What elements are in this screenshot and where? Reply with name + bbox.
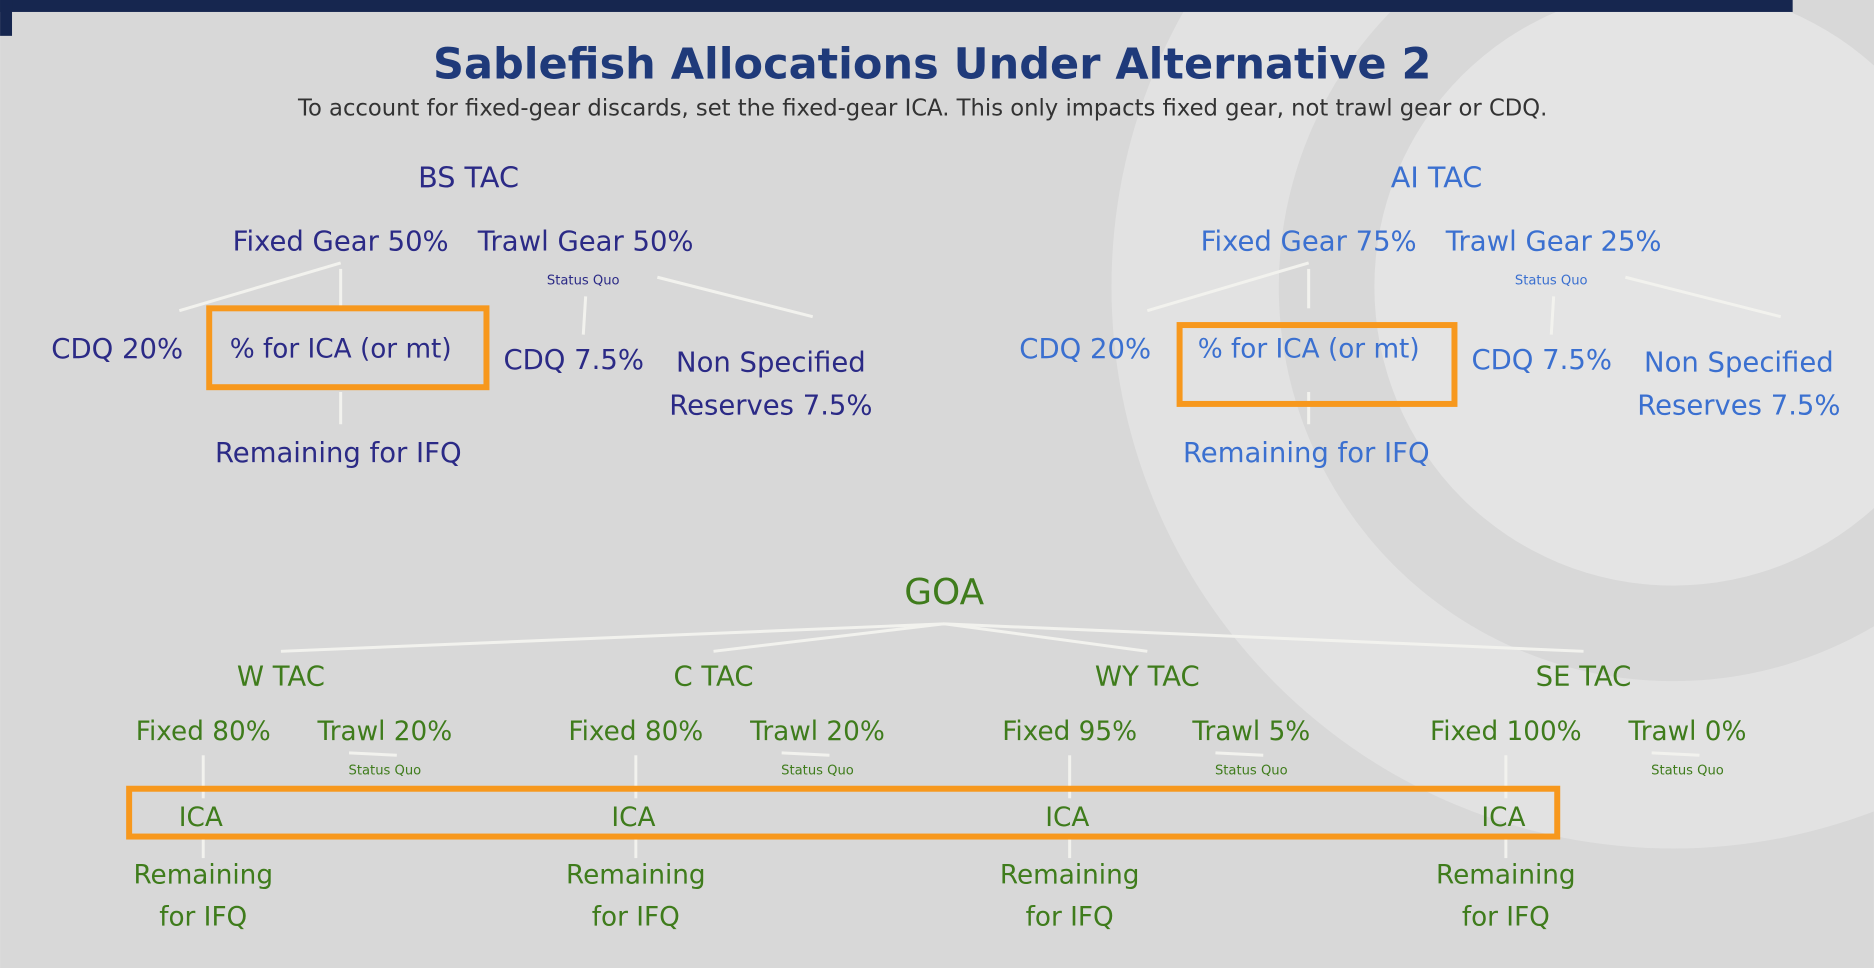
highlight-box bbox=[126, 785, 1561, 840]
remaining-ifq: for IFQ bbox=[1026, 902, 1114, 932]
ica-label: ICA bbox=[1481, 803, 1525, 833]
highlight-box bbox=[1176, 322, 1458, 407]
status-quo: Status Quo bbox=[781, 763, 854, 778]
ica-label: % for ICA (or mt) bbox=[1198, 335, 1420, 365]
reserves: Non Specified bbox=[676, 346, 866, 378]
decor-circle bbox=[1374, 0, 1874, 586]
subtitle: To account for fixed-gear discards, set … bbox=[297, 95, 1547, 121]
remaining-ifq: for IFQ bbox=[592, 902, 680, 932]
title: Sablefish Allocations Under Alternative … bbox=[433, 39, 1432, 89]
connector bbox=[348, 751, 397, 757]
remaining-ifq: Remaining bbox=[1436, 860, 1576, 890]
fixed-gear: Fixed 95% bbox=[1002, 717, 1137, 747]
connector bbox=[1549, 296, 1556, 335]
tac-label: SE TAC bbox=[1536, 661, 1632, 693]
connector bbox=[1624, 275, 1782, 319]
connector bbox=[1215, 751, 1264, 757]
trawl-gear: Trawl Gear 50% bbox=[477, 226, 694, 258]
status-quo: Status Quo bbox=[1515, 273, 1588, 288]
status-quo: Status Quo bbox=[1651, 763, 1724, 778]
cdq-fixed: CDQ 20% bbox=[1019, 333, 1151, 365]
ica-label: ICA bbox=[1045, 803, 1089, 833]
remaining-ifq: Remaining for IFQ bbox=[215, 437, 462, 469]
remaining-ifq: Remaining bbox=[1000, 860, 1140, 890]
cdq-trawl: CDQ 7.5% bbox=[1471, 344, 1611, 376]
trawl-gear: Trawl 20% bbox=[749, 717, 885, 747]
connector bbox=[656, 275, 814, 319]
trawl-gear: Trawl 20% bbox=[317, 717, 453, 747]
reserves: Reserves 7.5% bbox=[1637, 389, 1840, 421]
connector bbox=[944, 622, 1584, 653]
tac-label: AI TAC bbox=[1391, 160, 1483, 194]
reserves: Reserves 7.5% bbox=[669, 389, 872, 421]
cdq-trawl: CDQ 7.5% bbox=[503, 344, 643, 376]
trawl-gear: Trawl 0% bbox=[1628, 717, 1747, 747]
corner-block bbox=[0, 0, 13, 36]
goa-label: GOA bbox=[904, 572, 984, 613]
ica-label: % for ICA (or mt) bbox=[230, 335, 452, 365]
fixed-gear: Fixed 80% bbox=[568, 717, 703, 747]
connector bbox=[178, 261, 342, 313]
fixed-gear: Fixed Gear 75% bbox=[1201, 226, 1417, 258]
tac-label: W TAC bbox=[237, 661, 325, 693]
connector bbox=[1651, 751, 1700, 757]
remaining-ifq: Remaining bbox=[133, 860, 273, 890]
fixed-gear: Fixed 80% bbox=[136, 717, 271, 747]
remaining-ifq: for IFQ bbox=[159, 902, 247, 932]
top-bar bbox=[0, 0, 1793, 12]
status-quo: Status Quo bbox=[349, 763, 422, 778]
ica-label: ICA bbox=[179, 803, 223, 833]
remaining-ifq: Remaining for IFQ bbox=[1183, 437, 1430, 469]
trawl-gear: Trawl 5% bbox=[1191, 717, 1310, 747]
tac-label: WY TAC bbox=[1095, 661, 1200, 693]
remaining-ifq: Remaining bbox=[566, 860, 706, 890]
trawl-gear: Trawl Gear 25% bbox=[1445, 226, 1662, 258]
fixed-gear: Fixed 100% bbox=[1430, 717, 1582, 747]
connector bbox=[581, 296, 588, 335]
cdq-fixed: CDQ 20% bbox=[51, 333, 183, 365]
connector bbox=[713, 622, 945, 653]
reserves: Non Specified bbox=[1644, 346, 1834, 378]
connector bbox=[781, 751, 830, 757]
tac-label: BS TAC bbox=[418, 160, 519, 194]
highlight-box bbox=[206, 305, 490, 391]
status-quo: Status Quo bbox=[1215, 763, 1288, 778]
status-quo: Status Quo bbox=[547, 273, 620, 288]
ica-label: ICA bbox=[611, 803, 655, 833]
remaining-ifq: for IFQ bbox=[1462, 902, 1550, 932]
fixed-gear: Fixed Gear 50% bbox=[233, 226, 449, 258]
connector bbox=[280, 622, 945, 653]
connector bbox=[1146, 261, 1310, 313]
connector bbox=[943, 622, 1148, 653]
tac-label: C TAC bbox=[674, 661, 754, 693]
